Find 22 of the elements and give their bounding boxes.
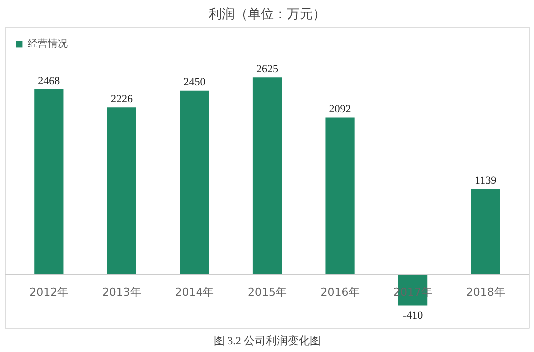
data-label: 1139 [475,175,498,188]
data-label: 2625 [256,64,279,76]
data-label: 2226 [110,94,134,106]
bar [34,89,64,275]
x-tick-label: 2013年 [102,286,142,299]
bar [180,90,210,275]
x-tick-label: 2012年 [30,286,69,299]
legend-label: 经营情况 [28,38,68,51]
data-label: 2450 [184,76,206,89]
x-tick-label: 2016年 [320,286,360,299]
bar [326,118,355,275]
bar [471,189,500,275]
chart-title: 利润（单位：万元） [209,8,326,22]
data-label: 2092 [329,104,352,116]
caption: 图 3.2 公司利润变化图 [214,334,322,348]
data-label: -410 [402,310,424,322]
bar [252,78,282,275]
bar [107,108,136,275]
x-tick-label: 2014年 [175,286,214,299]
x-tick-label: 2015年 [248,286,288,299]
x-tick-label: 2018年 [466,286,506,299]
data-label: 2468 [38,75,61,88]
